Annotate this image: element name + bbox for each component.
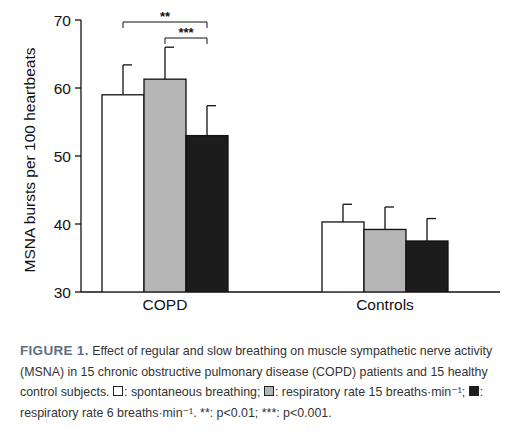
error-bar xyxy=(206,106,207,136)
legend-colon: : xyxy=(480,385,483,399)
y-tick xyxy=(75,155,81,156)
error-cap xyxy=(427,218,436,219)
error-cap xyxy=(123,64,132,65)
y-tick-label: 60 xyxy=(54,80,72,97)
y-tick xyxy=(75,223,81,224)
bar xyxy=(186,136,228,292)
caption-note: **: p<0.01; ***: p<0.001. xyxy=(200,406,332,420)
legend-symbol xyxy=(469,386,479,396)
legend-symbol xyxy=(113,386,123,396)
legend-symbol xyxy=(264,386,274,396)
y-tick-label: 50 xyxy=(54,148,72,165)
legend-colon: : xyxy=(275,385,278,399)
legend-end: ; xyxy=(257,385,260,399)
bar xyxy=(406,241,448,292)
bar xyxy=(364,229,406,292)
error-bar xyxy=(164,47,165,79)
bar xyxy=(144,79,186,292)
error-bar xyxy=(122,65,123,95)
legend-colon: : xyxy=(124,385,127,399)
y-axis-label: MSNA bursts per 100 heartbeats xyxy=(21,47,38,272)
y-tick xyxy=(75,291,81,292)
legend-entry: respiratory rate 6 breaths·min⁻¹ xyxy=(20,406,193,420)
error-cap xyxy=(343,204,352,205)
y-tick xyxy=(75,87,81,88)
y-tick xyxy=(75,19,81,20)
error-cap xyxy=(165,47,174,48)
x-tick-label: COPD xyxy=(143,296,188,313)
bar xyxy=(102,95,144,292)
error-cap xyxy=(385,206,394,207)
y-tick-label: 40 xyxy=(54,216,72,233)
x-tick-label: Controls xyxy=(356,296,414,313)
legend-end: . xyxy=(193,406,196,420)
legend-entry: respiratory rate 15 breaths·min⁻¹ xyxy=(282,385,462,399)
y-tick-label: 70 xyxy=(54,12,72,29)
bars xyxy=(102,47,448,292)
error-cap xyxy=(207,105,216,106)
significance-label: *** xyxy=(178,25,194,40)
error-bar xyxy=(384,207,385,229)
error-bar xyxy=(342,204,343,222)
bar xyxy=(322,222,364,292)
legend-end: ; xyxy=(462,385,465,399)
significance-label: ** xyxy=(160,9,171,24)
chart: 30 40 50 60 70 MSNA bursts per 100 heartbeats… xyxy=(0,0,512,335)
caption: FIGURE 1. Effect of regular and slow bre… xyxy=(20,341,498,423)
caption-label: FIGURE 1. xyxy=(20,343,89,358)
y-tick-label: 30 xyxy=(54,284,72,301)
legend-entry: spontaneous breathing xyxy=(131,385,257,399)
error-bar xyxy=(426,219,427,241)
